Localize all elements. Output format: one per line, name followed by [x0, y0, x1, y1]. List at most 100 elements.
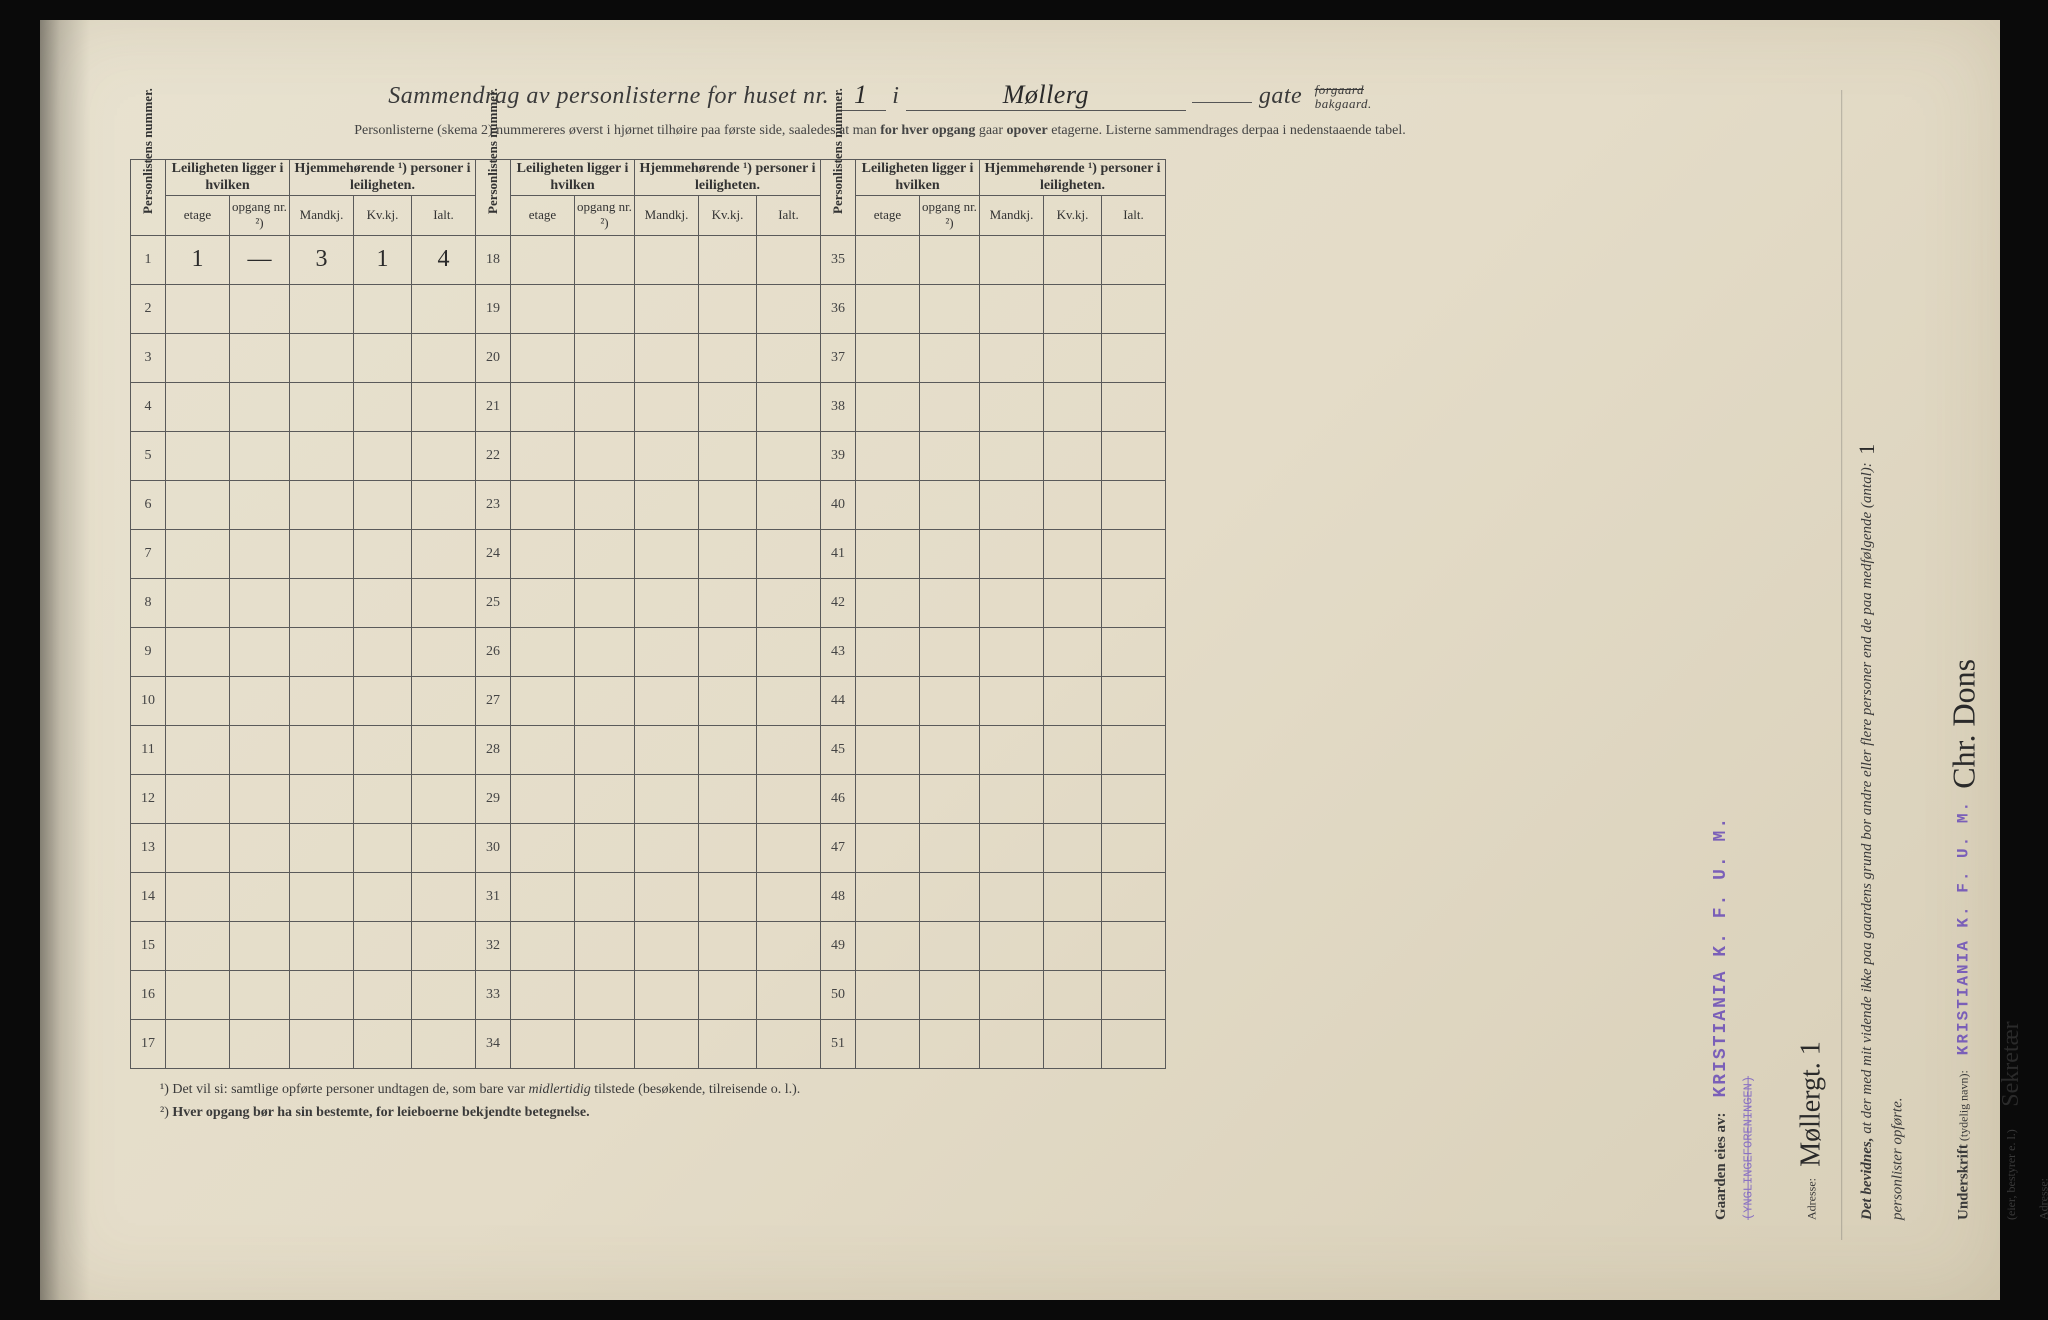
hdr-personlistens: Personlistens nummer. — [140, 180, 156, 214]
cell — [290, 921, 354, 970]
cell — [699, 725, 757, 774]
cell — [1102, 333, 1166, 382]
cell — [230, 676, 290, 725]
table-row: 13 — [131, 823, 476, 872]
cell — [980, 333, 1044, 382]
cell — [412, 676, 476, 725]
cell — [856, 578, 920, 627]
cell — [980, 382, 1044, 431]
fn2-b: Hver opgang bør ha sin bestemte, for lei… — [172, 1105, 589, 1120]
cell — [920, 284, 980, 333]
cell — [980, 872, 1044, 921]
row-num: 32 — [476, 921, 511, 970]
cell — [290, 382, 354, 431]
row-num: 1 — [131, 235, 166, 284]
cell — [757, 382, 821, 431]
row-num: 47 — [821, 823, 856, 872]
cell — [511, 676, 575, 725]
cell — [230, 431, 290, 480]
table-row: 14 — [131, 872, 476, 921]
fn2-a: ²) — [160, 1105, 172, 1120]
row-num: 44 — [821, 676, 856, 725]
hdr-opgang: opgang nr. ²) — [575, 195, 635, 235]
cell — [757, 676, 821, 725]
cell — [412, 333, 476, 382]
cell — [699, 382, 757, 431]
personlister-label: personlister opførte. — [1890, 1098, 1906, 1221]
cell — [166, 578, 230, 627]
hdr-mandkj: Mandkj. — [290, 195, 354, 235]
cell — [1044, 333, 1102, 382]
cell — [166, 725, 230, 774]
cell — [856, 284, 920, 333]
row-num: 30 — [476, 823, 511, 872]
sig-stamp: KRISTIANIA K. F. U. M. — [1955, 800, 1973, 1055]
table-row: 49 — [821, 921, 1166, 970]
cell — [920, 725, 980, 774]
cell — [1044, 872, 1102, 921]
row-num: 39 — [821, 431, 856, 480]
table-row: 20 — [476, 333, 821, 382]
cell — [699, 480, 757, 529]
row-num: 34 — [476, 1019, 511, 1068]
cell — [920, 529, 980, 578]
cell — [354, 774, 412, 823]
cell — [699, 431, 757, 480]
gaard-type: forgaard bakgaard. — [1315, 83, 1372, 112]
cell — [856, 529, 920, 578]
row-num: 46 — [821, 774, 856, 823]
hdr-leilighet: Leiligheten ligger i hvilken — [511, 159, 635, 195]
cell — [757, 627, 821, 676]
cell — [230, 284, 290, 333]
cell — [354, 578, 412, 627]
hdr-personlistens: Personlistens nummer. — [830, 180, 846, 214]
row-num: 4 — [131, 382, 166, 431]
cell — [354, 1019, 412, 1068]
cell — [980, 921, 1044, 970]
cell — [290, 529, 354, 578]
cell — [856, 627, 920, 676]
cell — [290, 823, 354, 872]
form-header: Sammendrag av personlisterne for huset n… — [130, 80, 1630, 141]
cell — [230, 578, 290, 627]
cell — [575, 578, 635, 627]
cell — [1102, 382, 1166, 431]
row-num: 23 — [476, 480, 511, 529]
cell — [980, 676, 1044, 725]
form-instructions: Personlisterne (skema 2) nummereres øver… — [130, 120, 1630, 141]
cell — [511, 578, 575, 627]
table-row: 30 — [476, 823, 821, 872]
hdr-kvkj: Kv.kj. — [1044, 195, 1102, 235]
cell — [920, 872, 980, 921]
cell-opgang: — — [230, 235, 290, 284]
cell — [1102, 284, 1166, 333]
cell — [699, 529, 757, 578]
cell — [166, 970, 230, 1019]
fn1-b: midlertidig — [528, 1082, 590, 1097]
owner-block: Gaarden eies av: KRISTIANIA K. F. U. M. … — [1700, 90, 1842, 1240]
row-num: 6 — [131, 480, 166, 529]
table-row: 9 — [131, 627, 476, 676]
cell — [166, 431, 230, 480]
cell — [1102, 725, 1166, 774]
cell — [412, 627, 476, 676]
cell — [511, 284, 575, 333]
cell — [290, 480, 354, 529]
row-num: 17 — [131, 1019, 166, 1068]
census-form-page: Sammendrag av personlisterne for huset n… — [40, 20, 2000, 1300]
sig-sub: (eier, bestyrer e. l.) — [2004, 1129, 2018, 1220]
hdr-etage: etage — [511, 195, 575, 235]
table-row: 50 — [821, 970, 1166, 1019]
cell — [980, 480, 1044, 529]
cell — [575, 774, 635, 823]
cell — [230, 627, 290, 676]
hdr-leilighet: Leiligheten ligger i hvilken — [856, 159, 980, 195]
cell — [635, 921, 699, 970]
table-row: 4 — [131, 382, 476, 431]
table-row: 48 — [821, 872, 1166, 921]
cell — [699, 1019, 757, 1068]
cell — [920, 235, 980, 284]
footnotes: ¹) Det vil si: samtlige opførte personer… — [130, 1079, 1630, 1123]
underskrift-label: Underskrift — [1956, 1144, 1972, 1220]
cell — [166, 676, 230, 725]
